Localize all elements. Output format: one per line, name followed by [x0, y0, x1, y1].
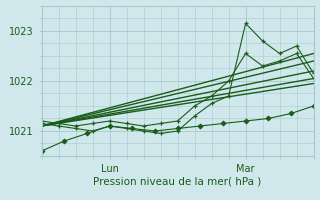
X-axis label: Pression niveau de la mer( hPa ): Pression niveau de la mer( hPa ) — [93, 176, 262, 186]
